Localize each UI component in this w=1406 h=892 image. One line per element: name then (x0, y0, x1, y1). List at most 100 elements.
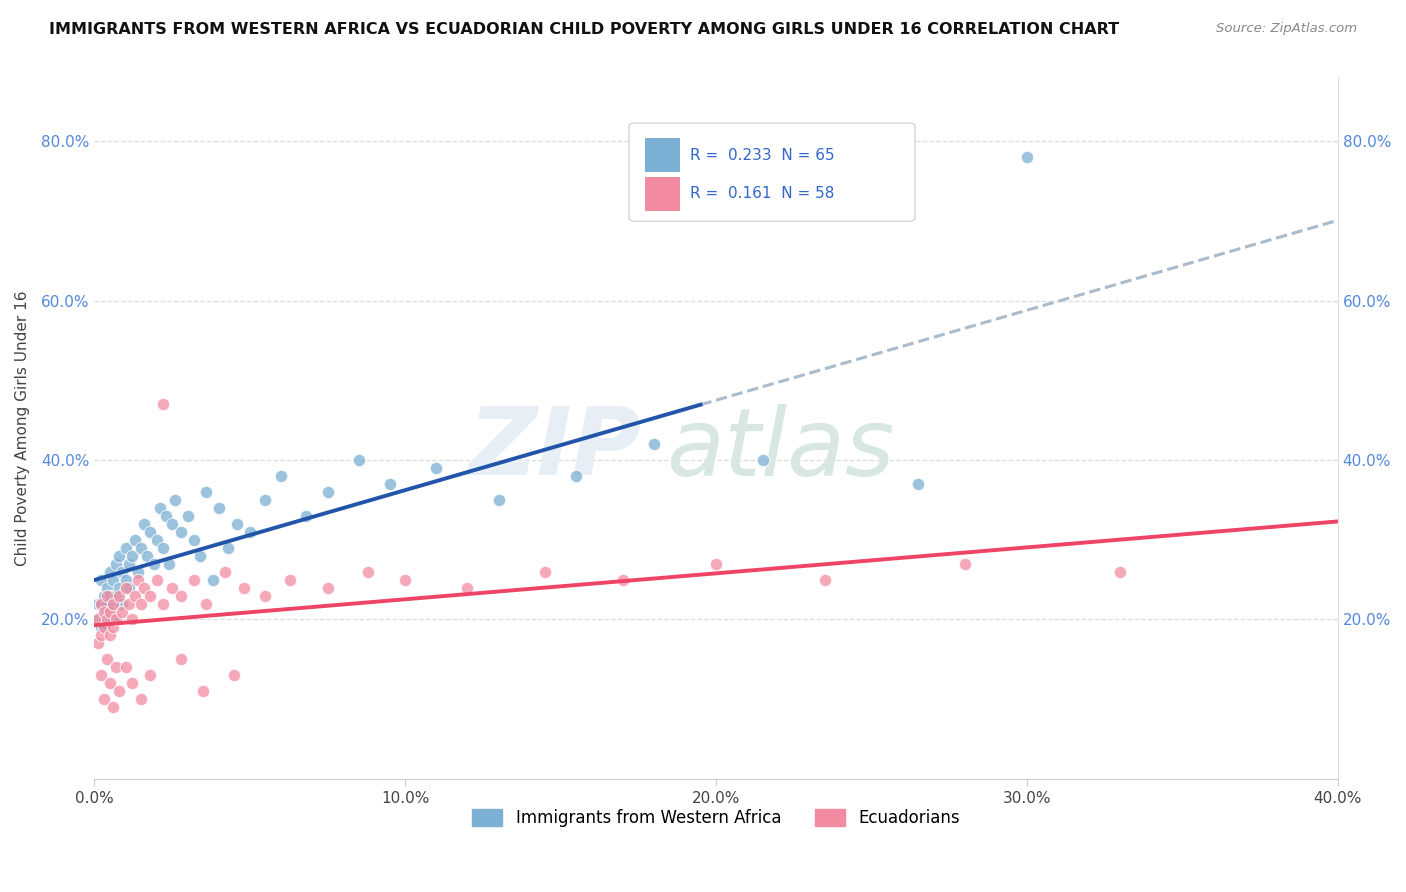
Point (93, 692, 115, 706)
Point (183, 533, 205, 547)
Point (165, 492, 187, 507)
Point (121, 612, 143, 626)
Point (105, 589, 128, 603)
Point (118, 557, 141, 571)
Point (134, 516, 156, 531)
Text: R =  0.161  N = 58: R = 0.161 N = 58 (690, 186, 834, 202)
Text: atlas: atlas (666, 404, 894, 495)
Point (152, 597, 174, 611)
Point (643, 437, 665, 451)
Legend: Immigrants from Western Africa, Ecuadorians: Immigrants from Western Africa, Ecuadori… (465, 802, 966, 834)
Point (907, 477, 929, 491)
Text: R =  0.233  N = 65: R = 0.233 N = 65 (690, 148, 835, 163)
Point (86, 612, 108, 626)
Y-axis label: Child Poverty Among Girls Under 16: Child Poverty Among Girls Under 16 (15, 291, 30, 566)
Point (108, 684, 131, 698)
Point (195, 485, 218, 500)
Point (129, 692, 152, 706)
Point (145, 533, 167, 547)
Point (98, 676, 121, 690)
Point (114, 581, 136, 595)
Point (278, 573, 301, 587)
Point (316, 581, 339, 595)
Point (751, 453, 773, 467)
Point (90, 597, 112, 611)
Text: IMMIGRANTS FROM WESTERN AFRICA VS ECUADORIAN CHILD POVERTY AMONG GIRLS UNDER 16 : IMMIGRANTS FROM WESTERN AFRICA VS ECUADO… (49, 22, 1119, 37)
Point (239, 524, 262, 539)
Point (124, 589, 146, 603)
Point (96, 652, 118, 666)
Point (160, 516, 183, 531)
Point (134, 581, 156, 595)
Point (108, 581, 131, 595)
Point (953, 557, 976, 571)
Point (90, 597, 112, 611)
Point (90, 620, 112, 634)
Point (224, 668, 246, 682)
Point (149, 500, 172, 515)
Point (98, 565, 121, 579)
Point (155, 508, 177, 523)
Point (232, 581, 254, 595)
Point (111, 605, 134, 619)
Point (108, 549, 131, 563)
Point (357, 565, 380, 579)
Point (157, 557, 180, 571)
Point (195, 597, 218, 611)
Point (139, 668, 162, 682)
Point (170, 652, 193, 666)
Point (124, 533, 146, 547)
Point (177, 508, 200, 523)
Point (98, 628, 121, 642)
Point (121, 549, 143, 563)
Point (105, 612, 128, 626)
Point (270, 469, 292, 483)
FancyBboxPatch shape (645, 138, 681, 172)
Point (425, 461, 447, 475)
Point (86, 612, 108, 626)
Point (98, 589, 121, 603)
Point (488, 492, 510, 507)
Point (145, 573, 167, 587)
Point (704, 557, 727, 571)
Point (101, 620, 124, 634)
Point (139, 589, 162, 603)
Point (114, 660, 136, 674)
Point (90, 668, 112, 682)
FancyBboxPatch shape (645, 177, 681, 211)
Point (612, 573, 634, 587)
Point (96, 581, 118, 595)
Text: Source: ZipAtlas.com: Source: ZipAtlas.com (1216, 22, 1357, 36)
Point (86, 636, 108, 650)
Point (101, 612, 124, 626)
Point (93, 605, 115, 619)
Point (96, 612, 118, 626)
Point (378, 477, 401, 491)
Point (129, 597, 152, 611)
Point (217, 541, 239, 555)
Point (105, 660, 128, 674)
Point (170, 589, 193, 603)
Point (90, 628, 112, 642)
Point (201, 573, 224, 587)
Point (93, 620, 115, 634)
Point (188, 549, 211, 563)
Point (98, 605, 121, 619)
Point (127, 573, 149, 587)
Point (1109, 565, 1132, 579)
Point (152, 541, 174, 555)
Point (814, 573, 837, 587)
Point (98, 612, 121, 626)
Point (96, 605, 118, 619)
Point (316, 485, 339, 500)
Point (226, 516, 249, 531)
Point (142, 557, 165, 571)
FancyBboxPatch shape (628, 123, 915, 221)
Point (118, 597, 141, 611)
Point (90, 573, 112, 587)
Point (295, 508, 318, 523)
Point (93, 620, 115, 634)
Point (534, 565, 557, 579)
Point (139, 524, 162, 539)
Point (214, 565, 236, 579)
